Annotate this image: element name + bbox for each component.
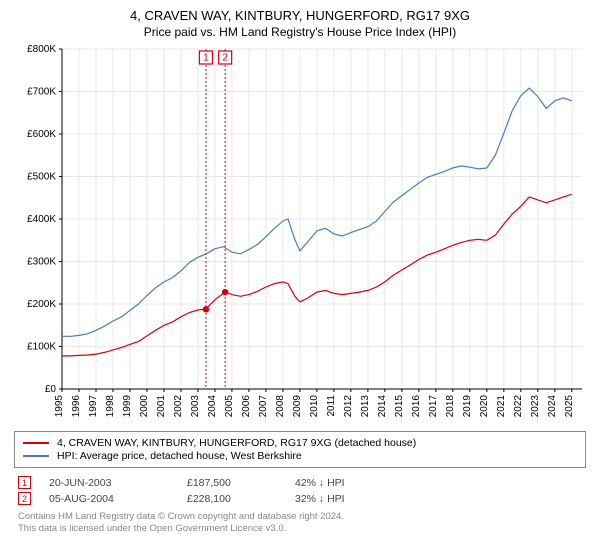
transaction-date: 20-JUN-2003	[49, 477, 169, 489]
svg-text:2023: 2023	[530, 395, 541, 418]
transaction-price: £187,500	[187, 477, 277, 489]
legend-row: 4, CRAVEN WAY, KINTBURY, HUNGERFORD, RG1…	[23, 437, 577, 449]
svg-text:2010: 2010	[309, 395, 320, 418]
svg-text:2009: 2009	[292, 395, 303, 418]
svg-text:2007: 2007	[258, 395, 269, 418]
transaction-pct: 42% ↓ HPI	[295, 477, 395, 489]
chart-title: 4, CRAVEN WAY, KINTBURY, HUNGERFORD, RG1…	[14, 8, 586, 23]
svg-text:2015: 2015	[394, 395, 405, 418]
svg-text:£100K: £100K	[27, 342, 56, 353]
svg-text:2016: 2016	[411, 395, 422, 418]
svg-text:1998: 1998	[105, 395, 116, 418]
svg-text:2006: 2006	[241, 395, 252, 418]
transaction-row: 1 20-JUN-2003 £187,500 42% ↓ HPI	[14, 476, 586, 489]
chart-area: £0 £100K £200K £300K £400K £500K £600K £700K £80…	[14, 45, 586, 425]
transaction-point-1	[203, 306, 209, 312]
transaction-date: 05-AUG-2004	[49, 493, 169, 505]
svg-text:£0: £0	[45, 384, 57, 395]
svg-text:£400K: £400K	[27, 214, 56, 225]
svg-text:2025: 2025	[564, 395, 575, 418]
svg-text:2024: 2024	[547, 395, 558, 418]
svg-text:2021: 2021	[496, 395, 507, 418]
footer-line1: Contains HM Land Registry data © Crown c…	[18, 511, 586, 523]
svg-text:2013: 2013	[360, 395, 371, 418]
legend-label: HPI: Average price, detached house, West…	[57, 450, 302, 462]
legend-row: HPI: Average price, detached house, West…	[23, 450, 577, 462]
svg-text:1996: 1996	[71, 395, 82, 418]
svg-text:£700K: £700K	[27, 87, 56, 98]
svg-text:2020: 2020	[479, 395, 490, 418]
svg-text:2022: 2022	[513, 395, 524, 418]
svg-text:2: 2	[222, 53, 228, 64]
svg-text:2008: 2008	[275, 395, 286, 418]
footer: Contains HM Land Registry data © Crown c…	[14, 511, 586, 536]
svg-text:1995: 1995	[54, 395, 65, 418]
svg-text:2018: 2018	[445, 395, 456, 418]
transaction-pct: 32% ↓ HPI	[295, 493, 395, 505]
svg-text:2001: 2001	[156, 395, 167, 418]
footer-line2: This data is licensed under the Open Gov…	[18, 523, 586, 535]
svg-text:2000: 2000	[139, 395, 150, 418]
svg-text:£800K: £800K	[27, 45, 56, 55]
legend-swatch	[23, 455, 49, 457]
svg-text:2012: 2012	[343, 395, 354, 418]
legend-label: 4, CRAVEN WAY, KINTBURY, HUNGERFORD, RG1…	[57, 437, 416, 449]
svg-text:£300K: £300K	[27, 257, 56, 268]
svg-text:2002: 2002	[173, 395, 184, 418]
svg-text:£600K: £600K	[27, 129, 56, 140]
transaction-row: 2 05-AUG-2004 £228,100 32% ↓ HPI	[14, 492, 586, 505]
svg-text:1999: 1999	[122, 395, 133, 418]
transaction-point-2	[222, 289, 228, 295]
svg-text:2019: 2019	[462, 395, 473, 418]
svg-text:1: 1	[203, 53, 209, 64]
legend: 4, CRAVEN WAY, KINTBURY, HUNGERFORD, RG1…	[14, 431, 586, 468]
svg-text:£200K: £200K	[27, 299, 56, 310]
chart-subtitle: Price paid vs. HM Land Registry's House …	[14, 25, 586, 39]
svg-text:2017: 2017	[428, 395, 439, 418]
chart-svg: £0 £100K £200K £300K £400K £500K £600K £700K £80…	[14, 45, 586, 425]
svg-text:£500K: £500K	[27, 172, 56, 183]
svg-text:2014: 2014	[377, 395, 388, 418]
transaction-price: £228,100	[187, 493, 277, 505]
transaction-index-box: 2	[18, 492, 31, 505]
transaction-index-box: 1	[18, 476, 31, 489]
svg-text:2005: 2005	[224, 395, 235, 418]
svg-text:2011: 2011	[326, 395, 337, 417]
svg-text:2003: 2003	[190, 395, 201, 418]
transactions-table: 1 20-JUN-2003 £187,500 42% ↓ HPI 2 05-AUG-200…	[14, 476, 586, 505]
svg-text:2004: 2004	[207, 395, 218, 418]
legend-swatch	[23, 442, 49, 444]
svg-text:1997: 1997	[88, 395, 99, 418]
